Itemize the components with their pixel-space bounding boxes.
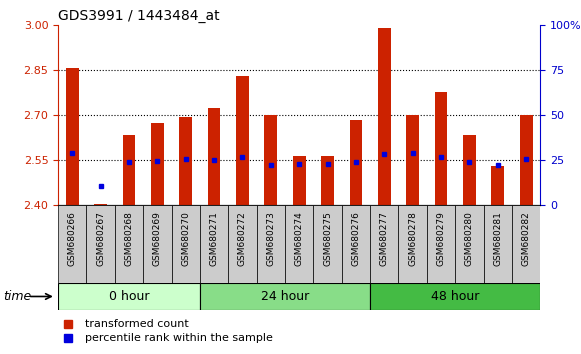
Bar <box>171 205 200 283</box>
Bar <box>492 166 504 205</box>
Bar <box>94 204 107 205</box>
Text: GSM680276: GSM680276 <box>352 212 360 267</box>
Text: GSM680280: GSM680280 <box>465 212 474 267</box>
Text: 0 hour: 0 hour <box>109 290 149 303</box>
Text: GSM680273: GSM680273 <box>266 212 275 267</box>
Bar <box>58 283 200 310</box>
Text: GSM680278: GSM680278 <box>408 212 417 267</box>
Bar <box>370 205 399 283</box>
Bar <box>123 135 135 205</box>
Bar <box>378 28 390 205</box>
Bar <box>87 205 115 283</box>
Text: GSM680268: GSM680268 <box>124 212 134 267</box>
Bar <box>370 283 540 310</box>
Text: GSM680282: GSM680282 <box>522 212 530 266</box>
Text: GSM680279: GSM680279 <box>436 212 446 267</box>
Text: GSM680269: GSM680269 <box>153 212 162 267</box>
Bar <box>285 205 313 283</box>
Bar <box>406 115 419 205</box>
Bar <box>58 205 87 283</box>
Bar <box>512 205 540 283</box>
Text: GSM680274: GSM680274 <box>295 212 304 266</box>
Text: 48 hour: 48 hour <box>431 290 479 303</box>
Text: GSM680281: GSM680281 <box>493 212 503 267</box>
Bar <box>399 205 427 283</box>
Bar <box>264 115 277 205</box>
Bar <box>313 205 342 283</box>
Text: GSM680266: GSM680266 <box>68 212 77 267</box>
Bar <box>208 108 221 205</box>
Bar <box>200 283 370 310</box>
Bar <box>293 156 306 205</box>
Bar <box>200 205 228 283</box>
Text: transformed count: transformed count <box>85 319 188 329</box>
Bar <box>342 205 370 283</box>
Bar <box>483 205 512 283</box>
Bar <box>520 115 533 205</box>
Text: GSM680275: GSM680275 <box>323 212 332 267</box>
Text: GSM680270: GSM680270 <box>181 212 190 267</box>
Bar <box>115 205 143 283</box>
Bar <box>228 205 257 283</box>
Text: GDS3991 / 1443484_at: GDS3991 / 1443484_at <box>58 9 220 23</box>
Bar <box>321 156 334 205</box>
Text: GSM680271: GSM680271 <box>210 212 218 267</box>
Bar <box>66 68 78 205</box>
Text: time: time <box>3 290 31 303</box>
Bar <box>463 135 476 205</box>
Text: GSM680277: GSM680277 <box>380 212 389 267</box>
Bar <box>435 92 447 205</box>
Bar <box>236 76 249 205</box>
Bar <box>151 122 164 205</box>
Text: percentile rank within the sample: percentile rank within the sample <box>85 333 272 343</box>
Text: GSM680267: GSM680267 <box>96 212 105 267</box>
Text: 24 hour: 24 hour <box>261 290 309 303</box>
Bar <box>350 120 363 205</box>
Bar <box>257 205 285 283</box>
Bar <box>143 205 171 283</box>
Bar <box>427 205 456 283</box>
Bar <box>456 205 483 283</box>
Bar <box>180 116 192 205</box>
Text: GSM680272: GSM680272 <box>238 212 247 266</box>
